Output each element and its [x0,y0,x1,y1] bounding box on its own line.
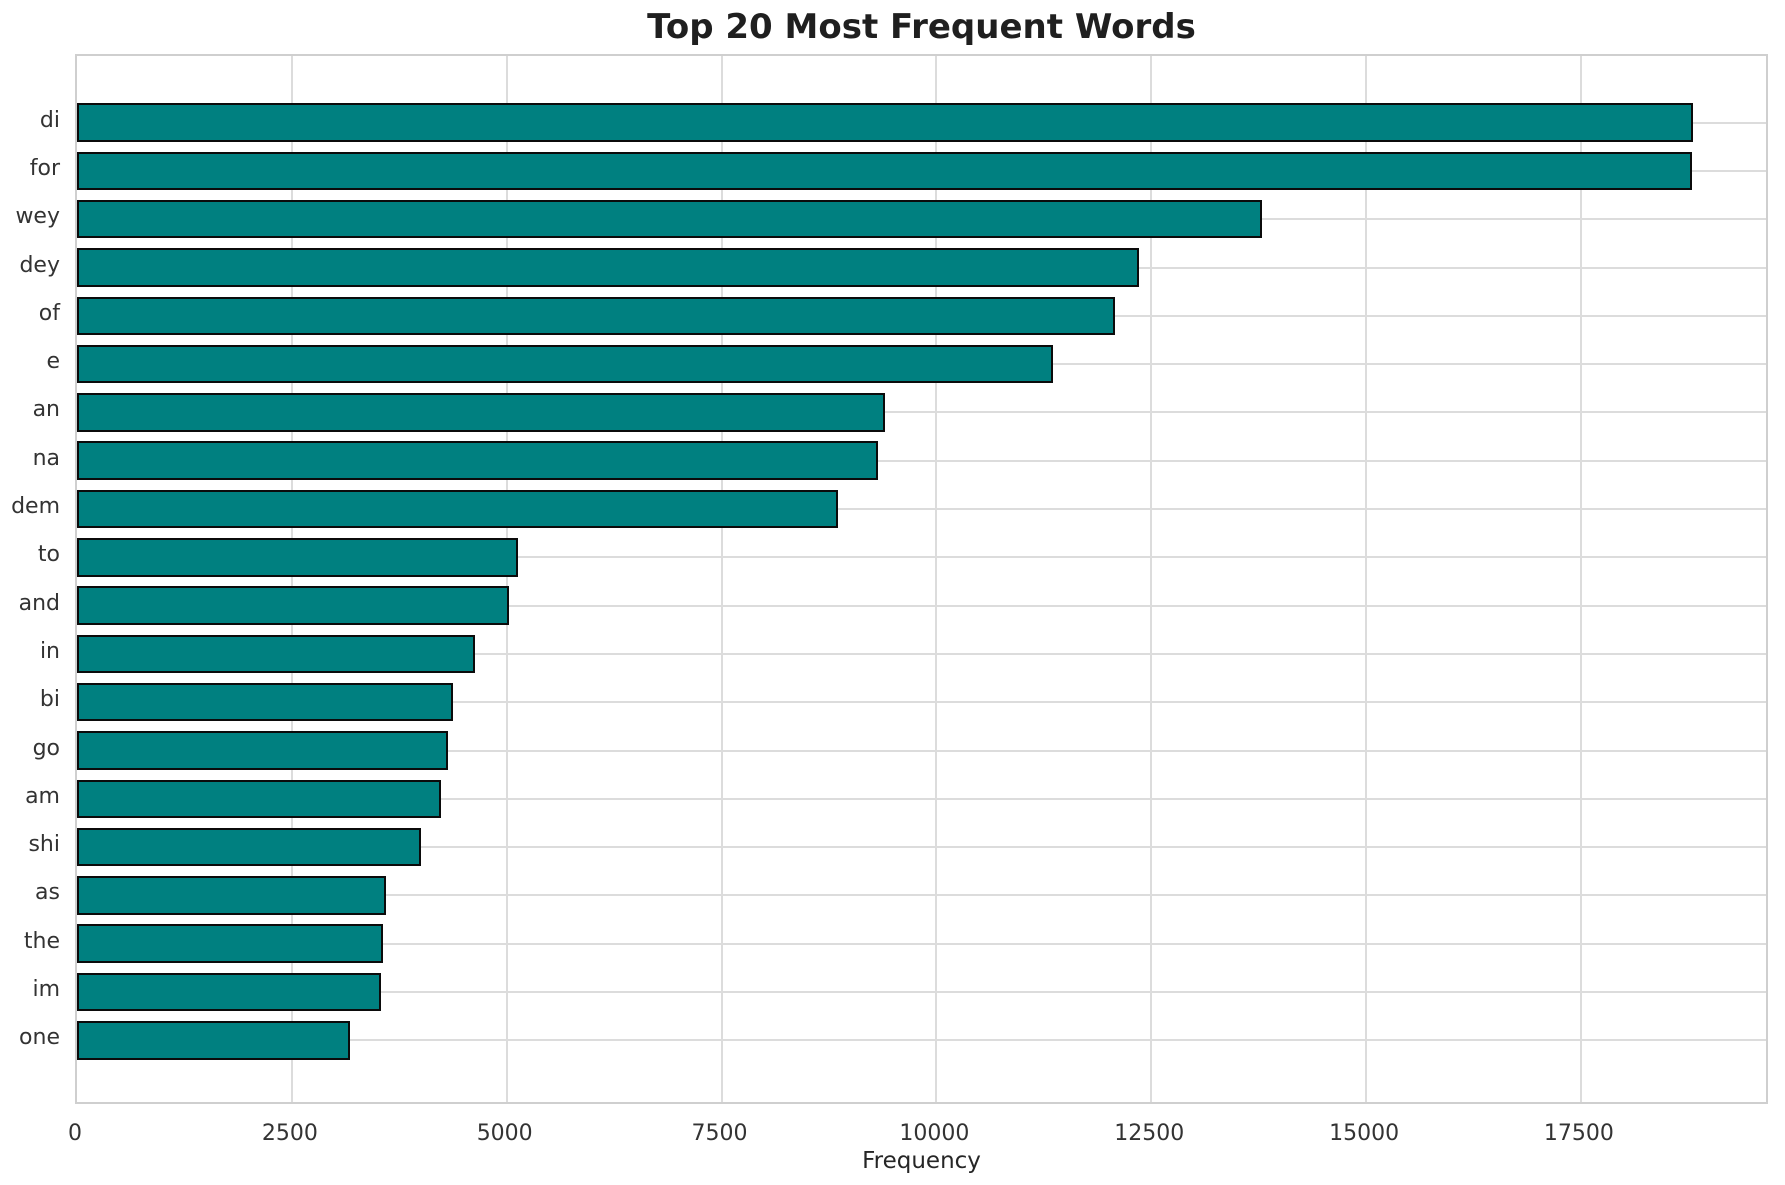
y-tick-label-one: one [19,1025,60,1051]
y-tick-label-an: an [32,397,60,423]
gridline-y-dem [77,508,1766,510]
bar-im [77,972,382,1012]
gridline-y-am [77,797,1766,800]
bar-the [77,924,383,963]
gridline-y-bi [77,701,1766,704]
y-tick-label-im: im [32,977,60,1002]
gridline-x-17500 [1579,56,1582,1102]
bar-wey [77,199,1263,239]
gridline-x-7500 [720,56,723,1102]
y-tick-label-am: am [25,783,60,809]
y-tick-label-na: na [32,445,60,471]
gridline-y-the [77,942,1766,945]
gridline-y-one [77,1039,1766,1042]
bar-di [77,103,1693,142]
y-tick-label-and: and [18,590,60,616]
x-tick-label-10000: 10000 [899,1121,970,1146]
y-tick-label-the: the [23,928,60,954]
y-tick-label-e: e [46,349,60,375]
gridline-x-5000 [505,56,508,1102]
plot-area [75,54,1768,1104]
gridline-x-15000 [1365,56,1368,1102]
y-tick-label-wey: wey [15,204,60,230]
x-tick-label-2500: 2500 [261,1121,318,1146]
bar-am [77,779,442,819]
y-tick-label-dem: dem [11,494,60,519]
chart-title: Top 20 Most Frequent Words [647,7,1196,47]
y-tick-label-to: to [37,542,60,568]
y-tick-label-shi: shi [28,832,60,858]
bar-one [77,1021,351,1060]
y-tick-label-go: go [32,735,60,761]
x-tick-label-15000: 15000 [1329,1121,1400,1146]
x-tick-label-17500: 17500 [1543,1121,1614,1146]
gridline-x-10000 [935,56,938,1102]
gridline-y-as [77,894,1766,897]
gridline-y-na [77,459,1766,462]
bar-to [77,538,518,577]
bar-go [77,731,449,770]
bar-for [77,151,1692,191]
bar-of [77,296,1116,336]
gridline-x-12500 [1150,56,1153,1102]
x-tick-label-5000: 5000 [476,1121,533,1146]
gridline-y-go [77,749,1766,752]
x-tick-label-0: 0 [68,1121,82,1146]
x-tick-label-12500: 12500 [1114,1121,1185,1146]
bar-an [77,393,885,432]
gridline-y-and [77,604,1766,607]
bar-dey [77,248,1140,287]
x-tick-label-7500: 7500 [691,1121,748,1146]
y-tick-label-bi: bi [39,687,60,713]
bar-in [77,634,475,674]
gridline-y-to [77,556,1766,559]
bar-dem [77,489,838,529]
gridline-y-im [77,991,1766,993]
y-tick-label-dey: dey [19,252,60,278]
y-tick-label-of: of [38,300,60,326]
bar-bi [77,682,454,722]
bar-and [77,586,510,625]
y-tick-label-di: di [39,107,60,133]
y-tick-label-for: for [29,155,60,181]
y-tick-label-in: in [39,638,60,664]
y-tick-label-as: as [35,880,60,906]
gridline-y-shi [77,846,1766,849]
bar-as [77,876,386,915]
bar-e [77,344,1054,384]
x-axis-title: Frequency [862,1148,981,1174]
bar-shi [77,827,421,867]
gridline-y-an [77,411,1766,414]
bar-na [77,441,878,480]
gridline-y-in [77,652,1766,655]
gridline-x-2500 [290,56,293,1102]
